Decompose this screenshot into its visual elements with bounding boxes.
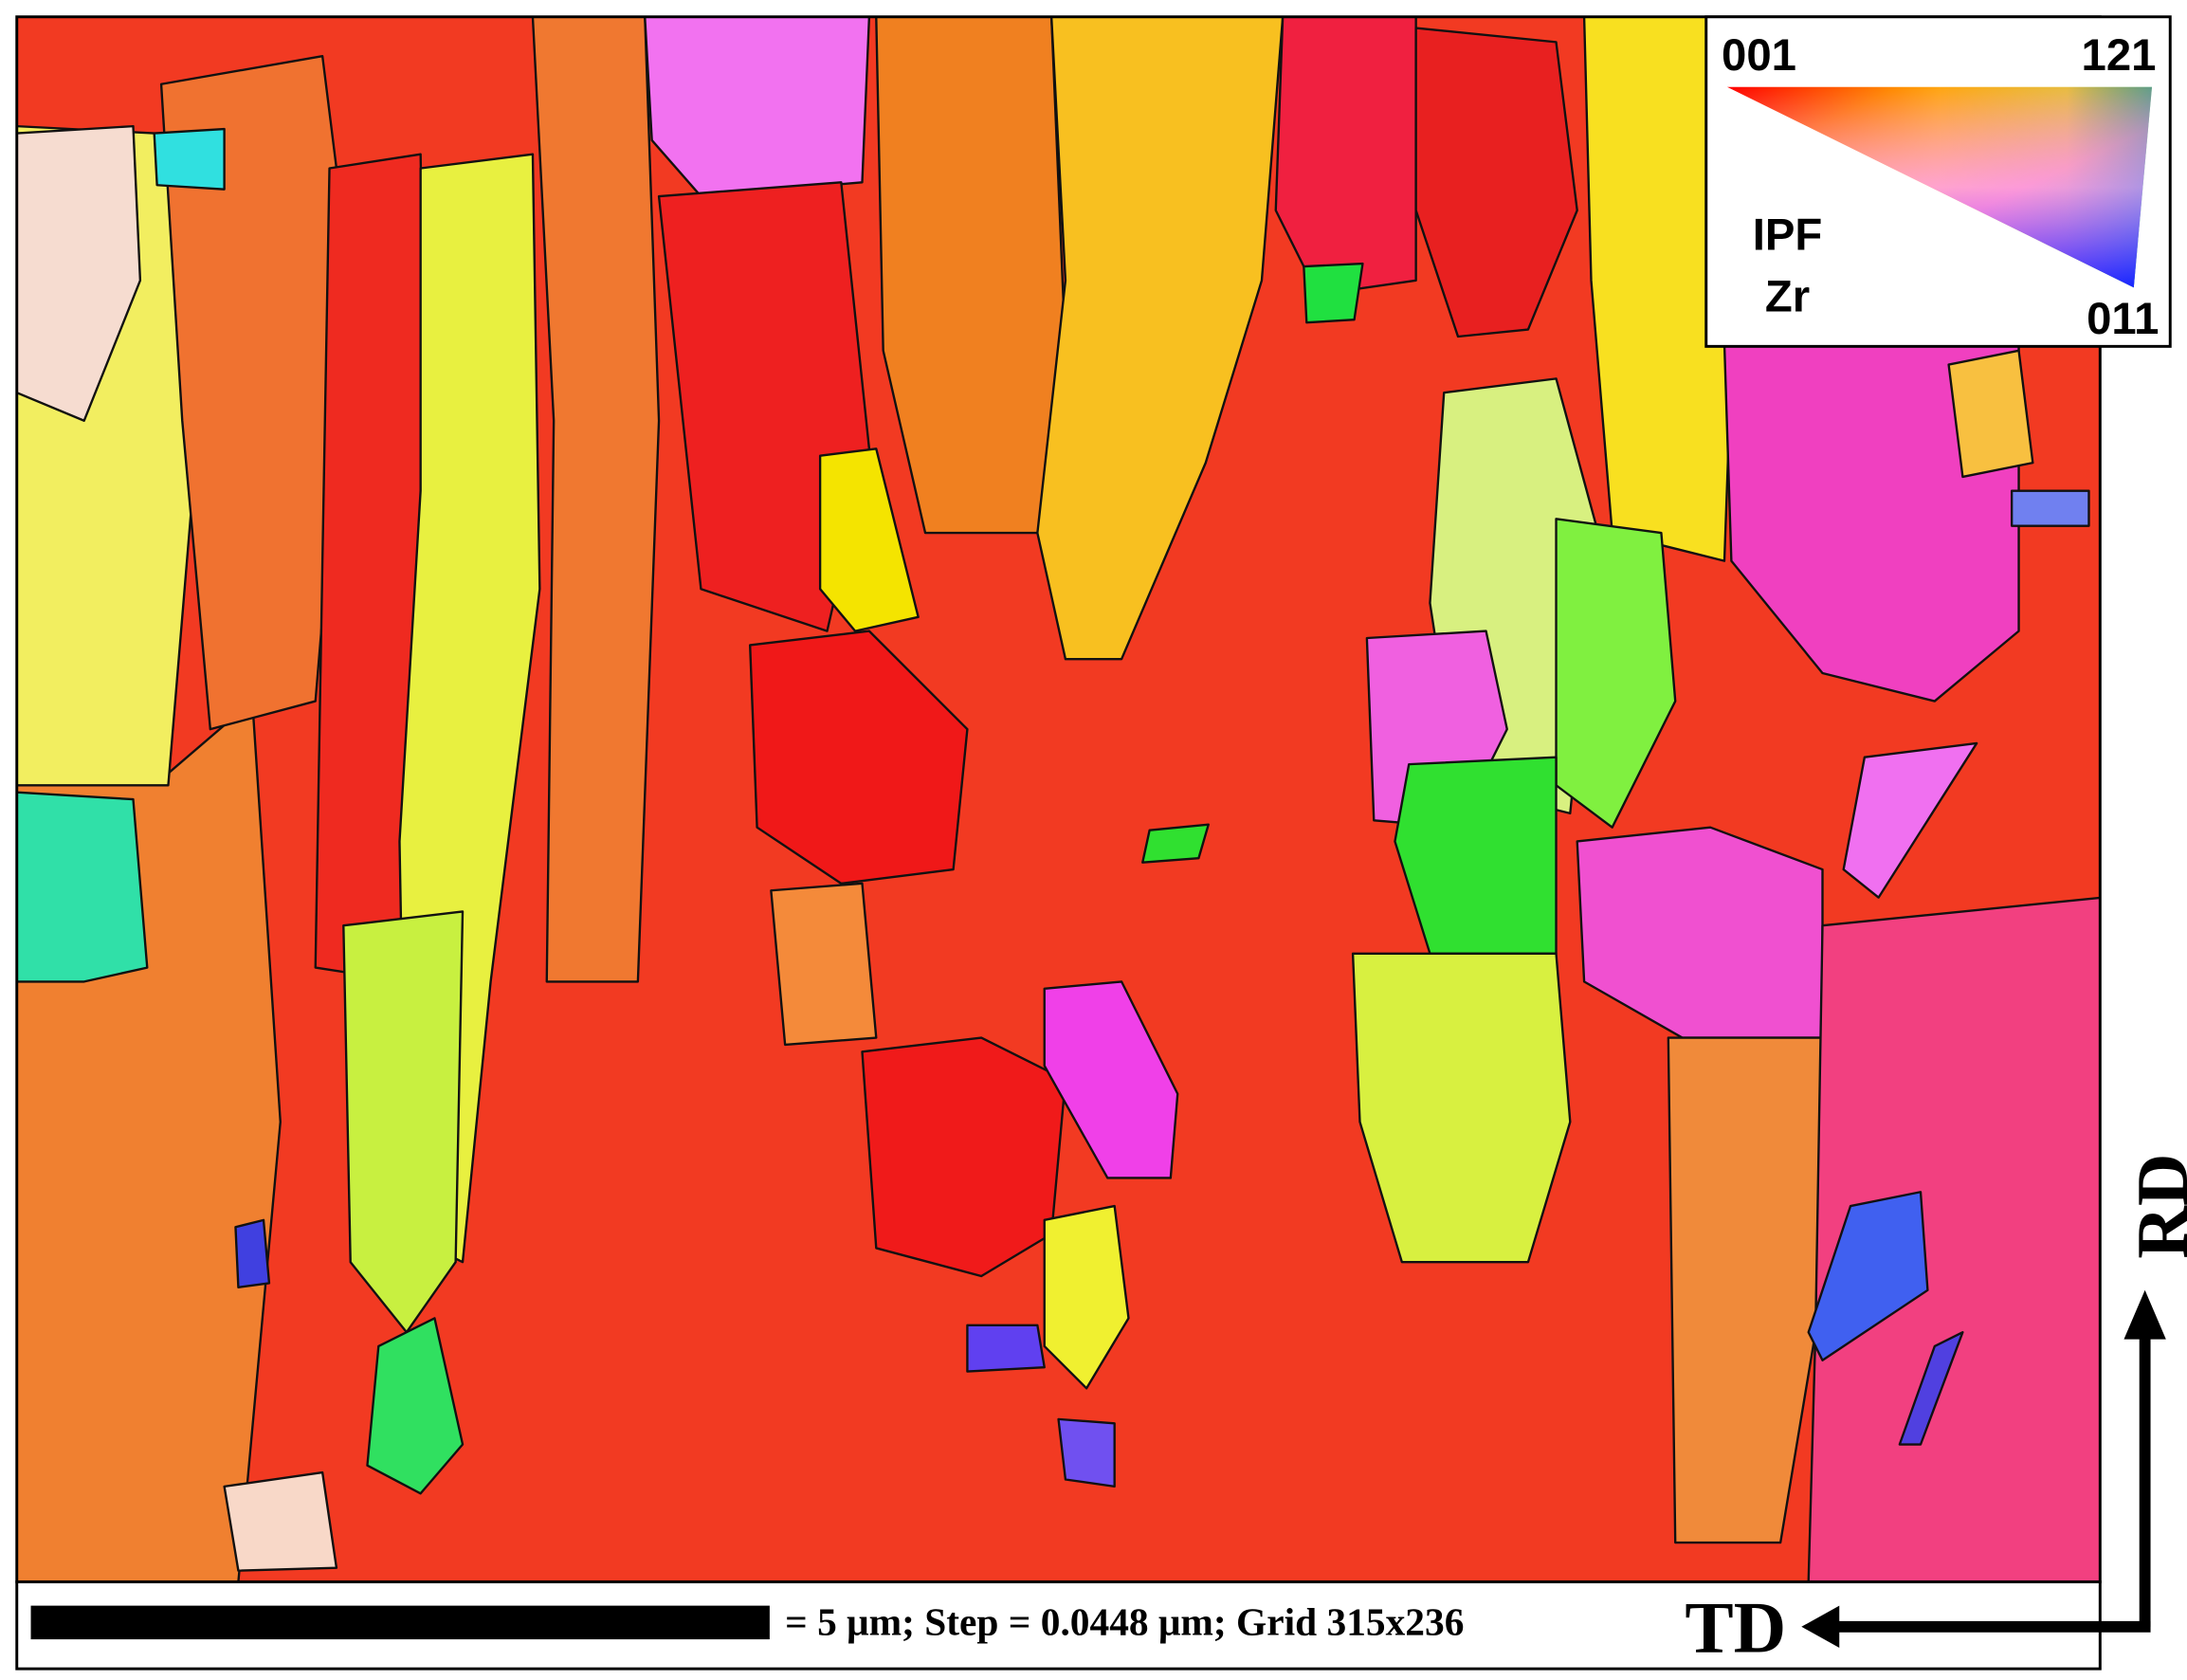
grain	[1947, 349, 2034, 479]
grain	[1414, 27, 1578, 338]
td-label: TD	[1685, 1586, 1786, 1668]
ipf-legend: 001 121 011 IPF Zr	[1704, 15, 2172, 348]
grain	[159, 54, 352, 731]
grain	[1582, 16, 1733, 562]
grain	[1141, 823, 1210, 864]
grain	[16, 791, 149, 983]
legend-corner-label: 001	[1722, 30, 1796, 81]
grain	[153, 127, 226, 191]
grain	[16, 124, 142, 422]
grain	[748, 630, 969, 886]
grain	[1036, 16, 1285, 661]
grain	[1555, 518, 1677, 829]
scale-bar-text: = 5 μm; Step = 0.0448 μm; Grid 315x236	[785, 1600, 1464, 1644]
grain	[1842, 741, 1978, 899]
grain	[1667, 1036, 1824, 1544]
grain	[966, 1324, 1046, 1373]
grain	[818, 447, 920, 632]
grain	[234, 1218, 271, 1289]
grain	[1303, 262, 1364, 324]
grain	[342, 910, 465, 1334]
legend-corner-label: 121	[2082, 30, 2157, 81]
grain	[861, 1036, 1067, 1278]
direction-arrows: RD TD	[1685, 1154, 2187, 1669]
grain	[223, 1470, 338, 1572]
grain	[1807, 896, 2101, 1582]
ipf-triangle-shade	[1726, 86, 2153, 288]
grain	[644, 16, 871, 198]
grain	[1274, 16, 1417, 296]
rd-arrowhead	[2123, 1289, 2166, 1340]
grain	[1043, 1204, 1130, 1390]
grain	[531, 16, 661, 983]
td-arrowhead	[1801, 1605, 1840, 1648]
grain	[366, 1317, 465, 1495]
grain	[1351, 952, 1572, 1264]
scale-bar	[30, 1605, 770, 1640]
legend-corner-label: 011	[2087, 294, 2159, 344]
legend-title: Zr	[1765, 271, 1810, 321]
grain	[1807, 1191, 1929, 1361]
legend-title: IPF	[1753, 210, 1823, 260]
grain	[2010, 489, 2090, 527]
grain	[1057, 1417, 1116, 1488]
grain	[1898, 1330, 1964, 1446]
rd-label: RD	[2122, 1154, 2187, 1259]
grain	[770, 882, 878, 1047]
grain	[1043, 980, 1179, 1179]
